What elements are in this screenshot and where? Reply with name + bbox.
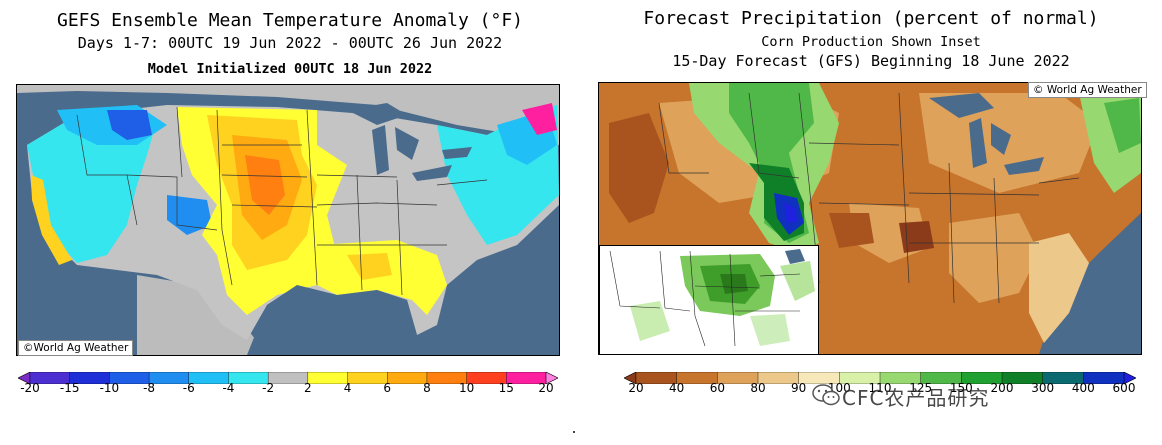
colorbar-swatch [307,371,349,385]
colorbar-tick-label: -15 [59,381,80,395]
colorbar-tick-label: 20 [538,381,554,395]
colorbar-tick-label: 125 [909,381,933,395]
precipitation-map [598,82,1142,355]
temperature-anomaly-map [16,84,560,356]
wechat-icon [812,384,840,406]
colorbar-tick-label: 90 [791,381,807,395]
colorbar-tick-label: -10 [99,381,120,395]
colorbar-tick-label: -8 [143,381,156,395]
colorbar-tick-label: 60 [709,381,725,395]
colorbar-tick-label: 300 [1031,381,1055,395]
colorbar-tick-label: 4 [343,381,352,395]
temperature-colorbar [17,369,559,385]
colorbar-tick-label: 20 [628,381,644,395]
precip-map-subtitle: Corn Production Shown Inset [761,34,981,50]
temperature-map-title: GEFS Ensemble Mean Temperature Anomaly (… [57,10,523,31]
colorbar-tick-label: 15 [498,381,514,395]
map-credit: © World Ag Weather [1028,82,1147,98]
colorbar-tick-label: 400 [1071,381,1095,395]
colorbar-tick-label: 80 [750,381,766,395]
precip-map-subtitle2: 15-Day Forecast (GFS) Beginning 18 June … [672,52,1070,70]
temperature-map-subtitle: Days 1-7: 00UTC 19 Jun 2022 - 00UTC 26 J… [77,34,503,52]
colorbar-tick-label: 150 [949,381,973,395]
colorbar-arrow-high [1123,371,1137,385]
colorbar-tick-label: 2 [304,381,312,395]
colorbar-swatch [387,371,428,385]
precipitation-panel: Forecast Precipitation (percent of norma… [580,0,1162,445]
colorbar-tick-label: 8 [423,381,431,395]
colorbar-tick-label: -6 [182,381,195,395]
corn-production-inset [599,245,819,354]
colorbar-tick-label: 6 [383,381,392,395]
stray-dot [573,431,575,433]
colorbar-swatch [347,371,388,385]
precipitation-colorbar [623,369,1137,385]
map-credit: ©World Ag Weather [18,340,134,356]
colorbar-tick-label: 600 [1112,381,1136,395]
temperature-anomaly-panel: GEFS Ensemble Mean Temperature Anomaly (… [0,0,580,445]
colorbar-tick-label: -20 [20,381,40,395]
colorbar-tick-label: -2 [262,381,275,395]
model-initialized-label: Model Initialized 00UTC 18 Jun 2022 [147,61,433,77]
colorbar-swatch [267,371,309,385]
colorbar-tick-label: 10 [458,381,475,395]
colorbar-tick-label: -4 [222,381,235,395]
watermark-text: CFC农产品研究 [842,386,990,410]
colorbar-arrow-high [545,371,559,385]
colorbar-tick-label: 40 [669,381,685,395]
colorbar-tick-label: 200 [990,381,1014,395]
colorbar-tick-label: 110 [868,381,892,395]
precip-map-title: Forecast Precipitation (percent of norma… [643,8,1099,29]
